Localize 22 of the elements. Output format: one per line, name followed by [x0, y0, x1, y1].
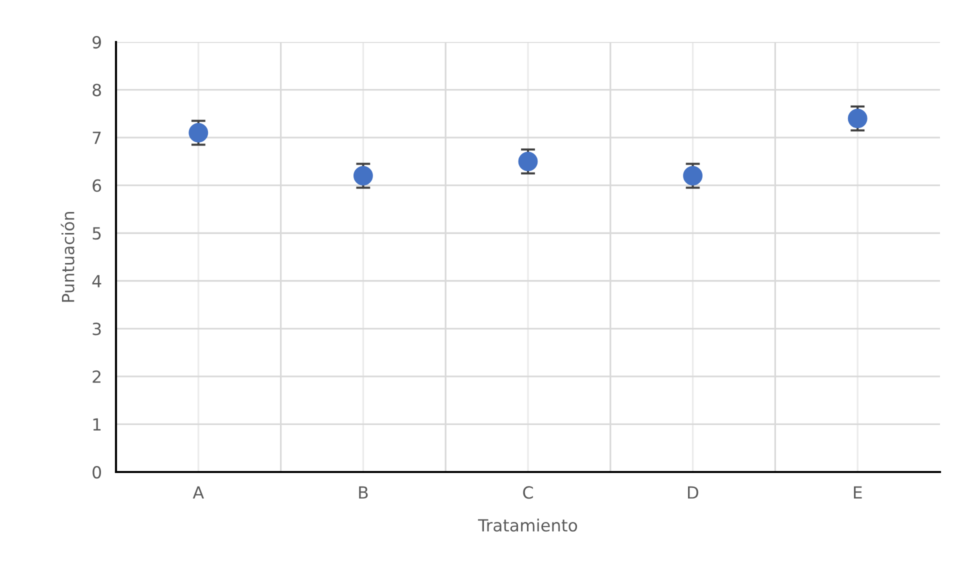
y-tick-label: 4	[92, 275, 102, 288]
y-tick-label: 5	[92, 227, 101, 240]
point	[848, 108, 868, 128]
x-axis-title: Tratamiento	[478, 518, 578, 532]
x-tick-label: A	[192, 486, 204, 499]
y-tick-label: 8	[92, 84, 101, 96]
point	[518, 152, 538, 172]
y-tick-label: 9	[92, 36, 101, 49]
y-tick-label: 6	[92, 179, 102, 192]
x-tick-label: B	[359, 486, 368, 499]
y-tick-label: 3	[92, 322, 101, 336]
x-tick-label: D	[688, 486, 698, 499]
y-tick-label: 1	[93, 418, 101, 431]
y-tick-label: 0	[92, 466, 102, 479]
y-axis-title: Puntuación	[60, 212, 74, 302]
y-tick-label: 2	[92, 370, 100, 383]
point	[353, 166, 373, 186]
point	[683, 166, 703, 186]
y-tick-label: 7	[92, 132, 101, 144]
x-tick-label: C	[523, 486, 533, 499]
point	[188, 123, 208, 142]
x-tick-label: E	[854, 486, 862, 499]
